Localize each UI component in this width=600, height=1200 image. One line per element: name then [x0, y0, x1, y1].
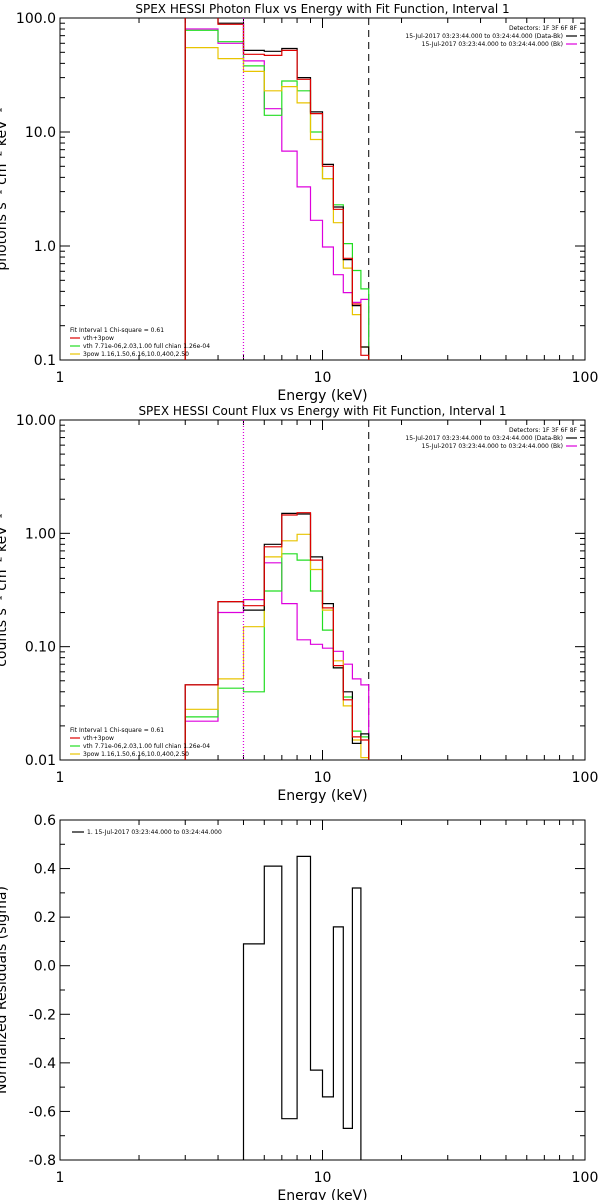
x-axis-label: Energy (keV) [277, 1188, 367, 1200]
fit-legend-header: Fit Interval 1 Chi-square = 0.61 [70, 327, 164, 334]
series-magenta-histogram [184, 562, 370, 760]
y-axis-label: photons s⁻¹ cm⁻² keV⁻¹ [0, 107, 10, 270]
y-tick-label: 0.2 [34, 910, 56, 926]
x-axis-label: Energy (keV) [277, 388, 367, 404]
series-green-histogram [184, 29, 370, 360]
series-red-histogram [184, 18, 370, 360]
panel-1: SPEX HESSI Photon Flux vs Energy with Fi… [0, 2, 599, 404]
y-tick-label: 10.0 [25, 125, 56, 141]
y-tick-label: 0.0 [34, 959, 56, 975]
y-tick-label: 0.1 [34, 353, 56, 369]
series-red-histogram [184, 512, 370, 760]
series-black-histogram [184, 18, 370, 360]
x-tick-label: 10 [314, 370, 332, 386]
series-yellow-histogram [184, 47, 370, 360]
x-tick-label: 10 [314, 1170, 332, 1186]
series-magenta-histogram [184, 28, 370, 360]
y-tick-label: -0.8 [29, 1153, 56, 1169]
legend-entry: 15-Jul-2017 03:23:44.000 to 03:24:44.000… [405, 435, 563, 442]
y-tick-label: 0.10 [25, 640, 56, 656]
y-tick-label: 1.00 [25, 526, 56, 542]
y-tick-label: 100.0 [16, 11, 56, 27]
x-tick-label: 100 [572, 370, 599, 386]
x-axis-label: Energy (keV) [277, 788, 367, 804]
fit-legend-entry: vth 7.71e-06,2.03,1.00 full chian 1.26e-… [83, 343, 210, 350]
y-axis-label: Normalized Residuals (sigma) [0, 886, 10, 1094]
fit-legend-entry: 3pow 1.16,1.50,6.16,10.0,400,2.50 [83, 351, 189, 358]
y-axis-label: counts s⁻¹ cm⁻² keV⁻¹ [0, 513, 10, 667]
x-tick-label: 100 [572, 1170, 599, 1186]
y-tick-label: -0.2 [29, 1007, 56, 1023]
plot-frame [59, 17, 586, 361]
chart-title: SPEX HESSI Count Flux vs Energy with Fit… [138, 404, 506, 418]
legend-entry: 15-Jul-2017 03:23:44.000 to 03:24:44.000… [422, 443, 563, 450]
fit-legend-entry: vth+3pow [83, 335, 114, 342]
y-tick-label: 1.0 [34, 239, 56, 255]
detectors-label: Detectors: 1F 3F 6F 8F [509, 427, 578, 434]
y-tick-label: 0.01 [25, 753, 56, 769]
legend-entry: 15-Jul-2017 03:23:44.000 to 03:24:44.000… [405, 33, 563, 40]
y-tick-label: -0.4 [29, 1056, 56, 1072]
x-tick-label: 1 [56, 1170, 65, 1186]
fit-legend-entry: vth+3pow [83, 735, 114, 742]
y-tick-label: 10.00 [16, 413, 56, 429]
series-black-histogram [242, 855, 362, 1160]
fit-legend-header: Fit Interval 1 Chi-square = 0.61 [70, 727, 164, 734]
panel-3: 1 10 100 -0.8 -0.6 -0.4 -0.2 0.0 0.2 0.4 0.6 Energy… [0, 813, 598, 1200]
plot-frame [59, 819, 586, 1161]
chart-title: SPEX HESSI Photon Flux vs Energy with Fi… [135, 2, 509, 16]
x-tick-label: 10 [314, 770, 332, 786]
x-tick-label: 1 [56, 770, 65, 786]
panel-2: SPEX HESSI Count Flux vs Energy with Fit… [0, 404, 599, 804]
series-group [242, 855, 362, 1160]
legend-entry: 15-Jul-2017 03:23:44.000 to 03:24:44.000… [422, 41, 563, 48]
detectors-label: Detectors: 1F 3F 6F 8F [509, 25, 578, 32]
series-group [184, 18, 370, 360]
series-green-histogram [184, 553, 370, 760]
fit-legend-entry: vth 7.71e-06,2.03,1.00 full chian 1.26e-… [83, 743, 210, 750]
y-tick-label: 0.4 [34, 862, 56, 878]
y-tick-label: 0.6 [34, 813, 56, 829]
x-tick-label: 1 [56, 370, 65, 386]
series-black-histogram [184, 512, 370, 760]
x-tick-label: 100 [572, 770, 599, 786]
y-tick-label: -0.6 [29, 1104, 56, 1120]
fit-legend-entry: 3pow 1.16,1.50,6.16,10.0,400,2.50 [83, 751, 189, 758]
series-yellow-histogram [184, 533, 370, 760]
residual-legend-entry: 1. 15-Jul-2017 03:23:44.000 to 03:24:44.… [87, 829, 222, 836]
series-group [184, 512, 370, 760]
